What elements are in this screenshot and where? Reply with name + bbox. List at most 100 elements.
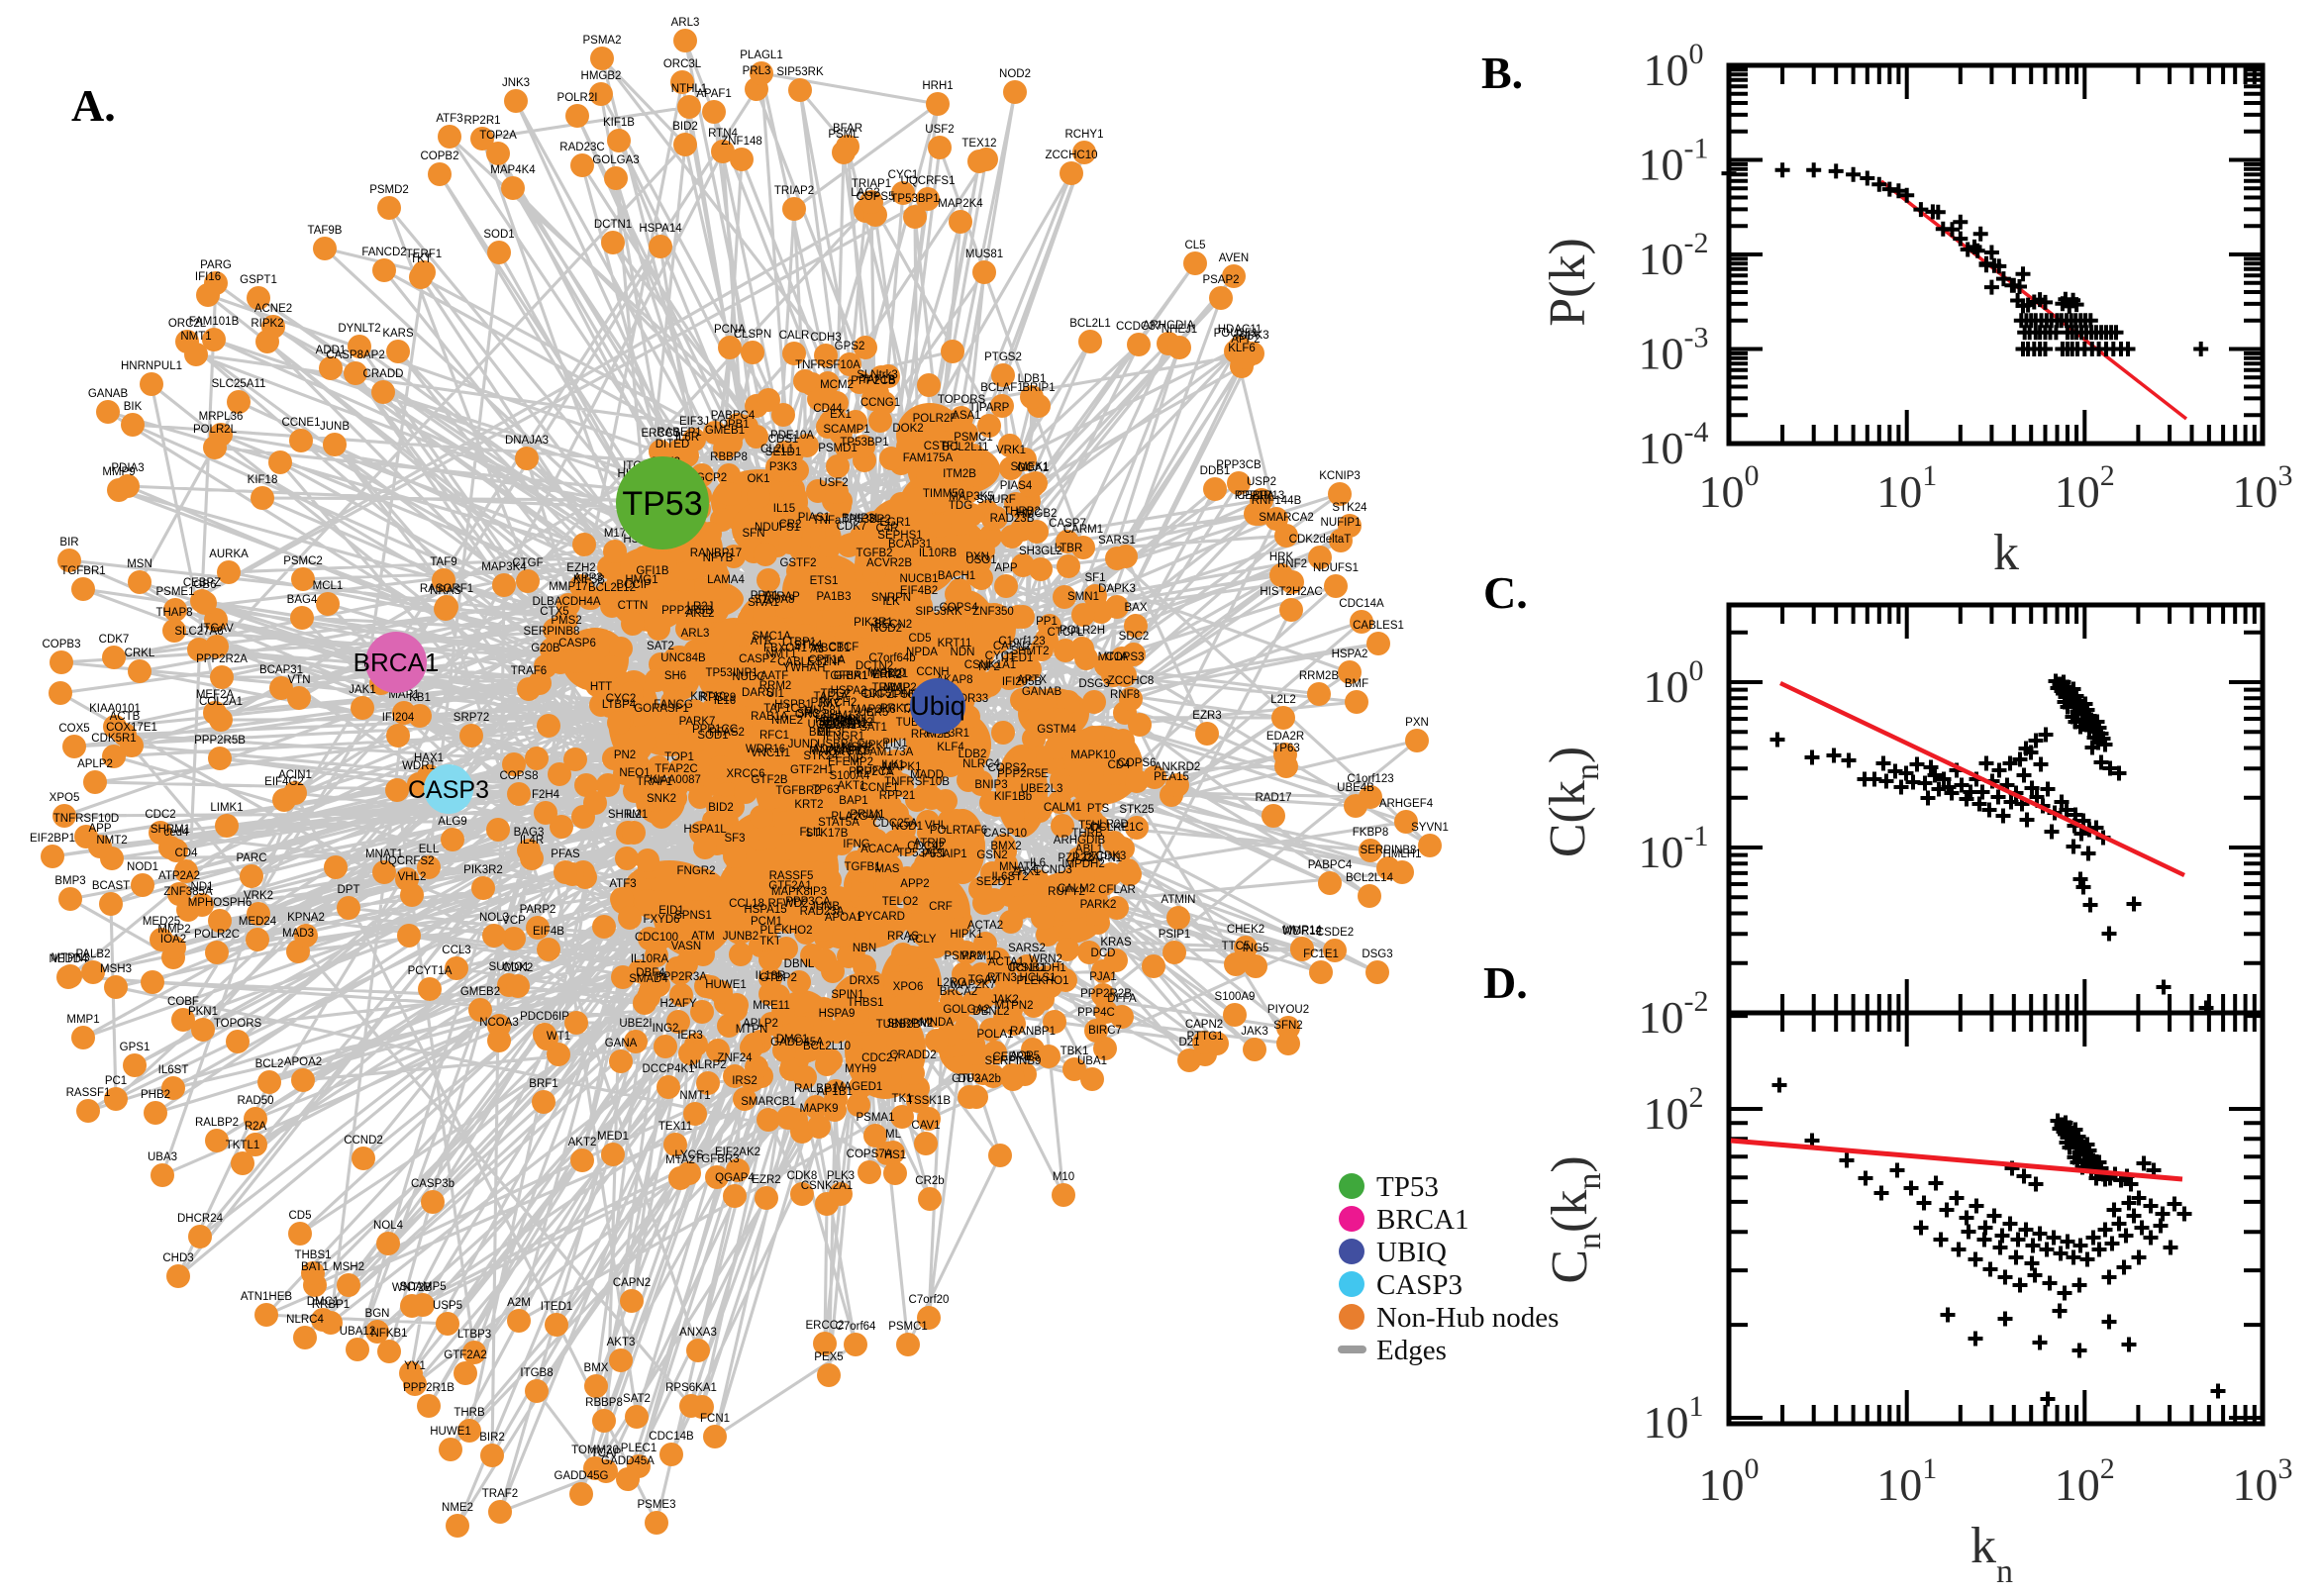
- svg-text:RAD50: RAD50: [237, 1095, 273, 1107]
- svg-text:RABEP1: RABEP1: [656, 427, 701, 439]
- svg-text:ZNF385A: ZNF385A: [163, 886, 213, 898]
- svg-text:PKN1: PKN1: [188, 1006, 218, 1018]
- svg-text:RAD23C: RAD23C: [559, 142, 604, 153]
- svg-text:CHD3: CHD3: [162, 1252, 193, 1264]
- svg-text:HMGB2: HMGB2: [581, 70, 622, 82]
- svg-text:IL6R: IL6R: [675, 432, 699, 444]
- svg-text:SFN: SFN: [743, 528, 765, 540]
- svg-text:ITGB8: ITGB8: [520, 1367, 553, 1379]
- svg-text:CYC1: CYC1: [888, 169, 919, 181]
- svg-text:EZH2: EZH2: [566, 562, 595, 574]
- svg-text:THRB: THRB: [454, 1407, 485, 1419]
- svg-text:HUWE1: HUWE1: [705, 979, 747, 991]
- svg-text:DRX5: DRX5: [850, 975, 880, 987]
- svg-text:DCTN1: DCTN1: [594, 219, 632, 231]
- svg-text:MAPK1: MAPK1: [883, 761, 922, 773]
- svg-text:UQCRFS2: UQCRFS2: [380, 855, 435, 867]
- svg-text:PPP2R5B: PPP2R5B: [194, 735, 246, 747]
- svg-text:ced4: ced4: [164, 827, 190, 839]
- svg-text:DITED: DITED: [656, 439, 690, 450]
- svg-text:XRCC6: XRCC6: [727, 768, 765, 780]
- svg-text:NDUFS1: NDUFS1: [755, 522, 800, 534]
- svg-text:BMX: BMX: [584, 1362, 609, 1374]
- svg-text:COPS8: COPS8: [500, 770, 539, 782]
- svg-text:GOLGA2: GOLGA2: [943, 1004, 989, 1016]
- svg-text:JUNB: JUNB: [810, 901, 840, 913]
- svg-text:CDC42: CDC42: [907, 841, 945, 852]
- svg-text:ILK: ILK: [882, 596, 900, 608]
- svg-text:SF3: SF3: [724, 833, 745, 845]
- svg-text:USP2: USP2: [1247, 476, 1276, 488]
- svg-text:PPP2R5B: PPP2R5B: [661, 605, 713, 617]
- svg-text:PTGS2: PTGS2: [984, 351, 1022, 363]
- svg-text:MAD3: MAD3: [282, 928, 314, 940]
- svg-text:CABLES2: CABLES2: [777, 656, 829, 668]
- svg-text:APP3: APP3: [573, 572, 602, 584]
- svg-text:RRM2: RRM2: [759, 680, 792, 692]
- svg-text:TP53BP1: TP53BP1: [890, 193, 939, 205]
- svg-text:PIAS1: PIAS1: [798, 512, 831, 524]
- svg-text:WDR16: WDR16: [746, 744, 785, 755]
- svg-text:TGFB2: TGFB2: [856, 548, 892, 559]
- svg-text:BID2: BID2: [708, 802, 734, 814]
- svg-text:OK1: OK1: [747, 473, 769, 485]
- svg-text:IL4R: IL4R: [520, 835, 544, 847]
- svg-text:ACNE2: ACNE2: [254, 303, 292, 315]
- svg-text:ZCCHC8: ZCCHC8: [1108, 675, 1155, 687]
- svg-text:HNRNPUL1: HNRNPUL1: [121, 360, 182, 372]
- svg-text:IFI16: IFI16: [195, 271, 221, 283]
- svg-text:TAF9B: TAF9B: [308, 225, 343, 237]
- svg-text:KRT2: KRT2: [794, 799, 823, 811]
- svg-text:NHEJ1: NHEJ1: [1162, 324, 1197, 336]
- svg-text:MAP3K5: MAP3K5: [949, 491, 993, 503]
- svg-text:UI1: UI1: [766, 688, 784, 700]
- svg-text:MAPKAPK5: MAPKAPK5: [809, 746, 870, 757]
- svg-text:UQCRFS1: UQCRFS1: [901, 175, 956, 187]
- svg-text:KRT11: KRT11: [938, 638, 972, 649]
- svg-text:TEX11: TEX11: [658, 1121, 692, 1133]
- svg-text:A2M: A2M: [507, 1297, 531, 1309]
- svg-text:PRIM1: PRIM1: [850, 809, 884, 821]
- svg-text:TGFB1: TGFB1: [844, 861, 880, 873]
- svg-text:ATN1HEB: ATN1HEB: [241, 1291, 293, 1303]
- svg-text:RRM2B: RRM2B: [1299, 670, 1340, 682]
- svg-text:TKT: TKT: [759, 936, 781, 948]
- svg-text:KB1: KB1: [409, 692, 431, 704]
- svg-text:CASP3: CASP3: [408, 776, 489, 804]
- svg-text:TDG2: TDG2: [821, 688, 852, 700]
- svg-text:P3K3: P3K3: [769, 461, 797, 473]
- svg-text:TBK1: TBK1: [1060, 1046, 1089, 1057]
- svg-text:CCDC37: CCDC37: [1116, 321, 1162, 333]
- svg-text:PSMA1: PSMA1: [857, 1112, 895, 1124]
- svg-text:IL10RA: IL10RA: [631, 953, 669, 965]
- svg-text:AKT2: AKT2: [568, 1137, 597, 1148]
- svg-text:RASGRF1: RASGRF1: [420, 583, 473, 595]
- svg-text:BIK: BIK: [124, 401, 143, 413]
- svg-text:TOP2A: TOP2A: [479, 130, 517, 142]
- svg-text:NTHL1: NTHL1: [671, 83, 707, 95]
- svg-text:MNAT2: MNAT2: [999, 861, 1037, 873]
- svg-text:DMC1: DMC1: [307, 1296, 340, 1308]
- svg-text:POLR2I: POLR2I: [557, 92, 598, 104]
- svg-text:CAV1: CAV1: [911, 1120, 940, 1132]
- svg-text:CASP3: CASP3: [1376, 1269, 1463, 1301]
- svg-text:SLC25A11: SLC25A11: [212, 378, 266, 390]
- svg-text:STK24: STK24: [803, 750, 839, 762]
- svg-text:CAPN2: CAPN2: [613, 1277, 651, 1289]
- svg-text:IL6ST2: IL6ST2: [991, 871, 1028, 883]
- svg-text:MTPN3: MTPN3: [51, 952, 90, 964]
- svg-text:JNK3: JNK3: [502, 77, 530, 89]
- svg-text:SPIN1: SPIN1: [831, 989, 863, 1001]
- svg-text:TFAP2C: TFAP2C: [655, 763, 697, 775]
- svg-text:HNRNPUL1: HNRNPUL1: [815, 714, 876, 726]
- svg-text:SNRPN: SNRPN: [871, 592, 911, 604]
- svg-text:CABLES1: CABLES1: [1353, 620, 1404, 632]
- svg-text:SMAD4: SMAD4: [629, 973, 668, 985]
- svg-text:PSMC1: PSMC1: [888, 1321, 928, 1333]
- svg-text:GTF2A2: GTF2A2: [444, 1349, 486, 1361]
- svg-text:PDIA3: PDIA3: [111, 462, 144, 474]
- svg-text:CDH3: CDH3: [810, 332, 841, 344]
- svg-text:NDN: NDN: [951, 647, 975, 658]
- svg-text:RTN3: RTN3: [987, 972, 1017, 984]
- svg-text:EZR3: EZR3: [1192, 710, 1221, 722]
